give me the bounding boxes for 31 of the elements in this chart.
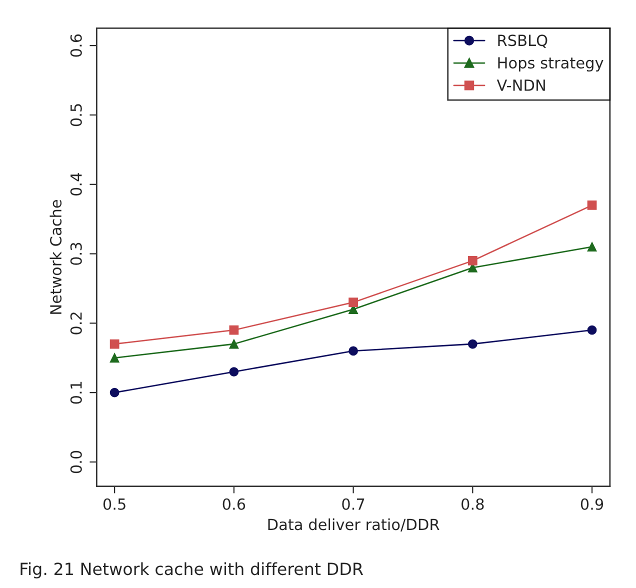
y-tick-label: 0.6 xyxy=(70,34,82,57)
point xyxy=(110,353,120,363)
y-tick-label: 0.2 xyxy=(70,312,82,334)
point xyxy=(229,325,239,335)
y-tick-label: 0.0 xyxy=(70,450,82,474)
x-tick-label: 0.6 xyxy=(222,498,246,510)
point xyxy=(587,325,597,335)
y-tick-label: 0.5 xyxy=(70,104,82,126)
legend-label: Hops strategy xyxy=(498,57,604,72)
x-tick-label: 0.9 xyxy=(580,498,604,510)
y-tick-label: 0.4 xyxy=(70,173,82,196)
y-axis-title: Network Cache xyxy=(50,200,62,314)
x-tick-label: 0.5 xyxy=(103,498,126,510)
legend-label: V-NDN xyxy=(496,80,545,91)
point xyxy=(229,367,239,376)
legend-label: RSBLQ xyxy=(498,34,548,48)
point xyxy=(587,242,597,252)
caption: Fig. 21 Network cache with different DDR xyxy=(20,562,364,578)
point xyxy=(587,200,597,210)
y-tick-label: 0.3 xyxy=(70,242,82,265)
x-axis-title: Data deliver ratio/DDR xyxy=(268,518,440,532)
point xyxy=(468,339,478,349)
y-tick-label: 0.1 xyxy=(70,382,82,404)
point xyxy=(348,298,358,308)
point xyxy=(110,388,120,398)
x-tick-label: 0.7 xyxy=(342,498,364,510)
point xyxy=(468,256,478,266)
x-tick-label: 0.8 xyxy=(462,498,484,510)
point xyxy=(348,346,358,356)
point xyxy=(229,339,239,349)
point xyxy=(110,339,120,349)
